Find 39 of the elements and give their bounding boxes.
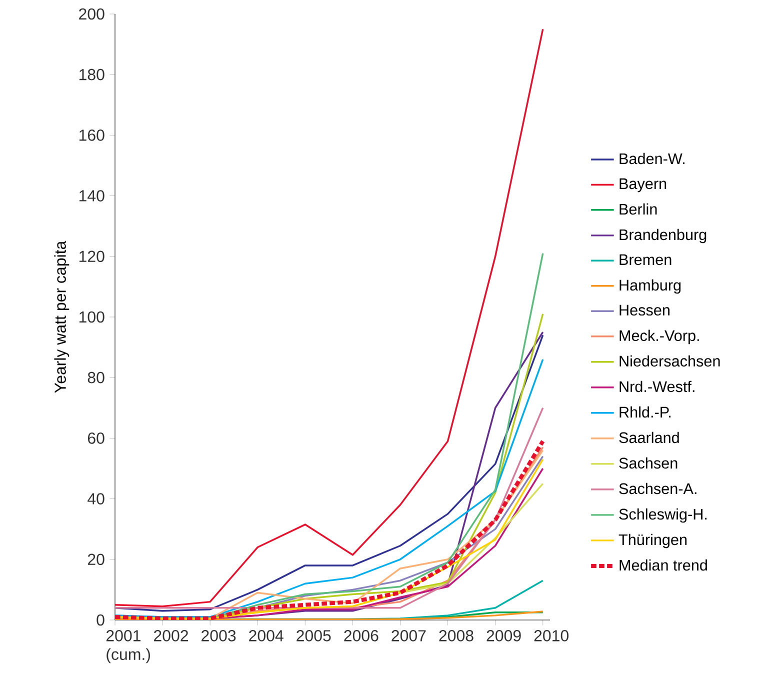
y-tick-label: 40 xyxy=(88,493,104,504)
legend-label: Median trend xyxy=(620,559,707,571)
legend-label: Niedersachsen xyxy=(620,355,720,367)
legend-label: Schleswig-H. xyxy=(619,508,707,523)
y-axis-title: Yearly watt per capita xyxy=(54,240,70,393)
legend-label: Sachsen-A. xyxy=(619,482,696,494)
legend-label: Rhld.-P. xyxy=(620,406,671,418)
x-tick-label: 2004 xyxy=(249,630,284,642)
legend-label: Meck.-Vorp. xyxy=(620,330,699,344)
x-tick-label: 2003 xyxy=(202,630,236,642)
legend-label: Bayern xyxy=(620,178,666,192)
legend-label: Bremen xyxy=(620,254,672,266)
y-tick-label: 60 xyxy=(88,432,104,444)
legend-label: Baden-W. xyxy=(620,152,684,164)
x-tick-label: 2009 xyxy=(486,630,521,642)
legend-label: Thüringen xyxy=(618,534,687,548)
x-tick-label: 2007 xyxy=(392,630,426,642)
y-tick-label: 160 xyxy=(79,130,104,141)
y-tick-label: 100 xyxy=(79,311,104,323)
legend-label: Berlin xyxy=(620,203,657,215)
x-tick-label: 2002 xyxy=(154,630,188,642)
x-tick-label: 2006 xyxy=(344,630,378,642)
x-tick-label: 2010 xyxy=(534,630,568,642)
x-tick-label: 2001 (cum.) xyxy=(106,630,150,664)
y-tick-label: 180 xyxy=(79,68,104,80)
y-tick-label: 200 xyxy=(79,8,104,20)
y-tick-label: 120 xyxy=(79,250,104,262)
legend-label: Sachsen xyxy=(619,457,678,469)
y-tick-label: 20 xyxy=(88,554,104,566)
y-tick-label: 0 xyxy=(96,614,104,626)
legend-label: Hessen xyxy=(620,304,670,316)
legend-label: Saarland xyxy=(619,432,679,444)
y-tick-label: 80 xyxy=(88,372,104,384)
x-tick-label: 2005 xyxy=(296,630,331,642)
legend-label: Brandenburg xyxy=(620,228,706,244)
legend-label: Hamburg xyxy=(620,279,681,294)
y-tick-label: 140 xyxy=(79,190,104,202)
x-tick-label: 2008 xyxy=(439,630,474,642)
legend-label: Nrd.-Westf. xyxy=(620,380,694,392)
